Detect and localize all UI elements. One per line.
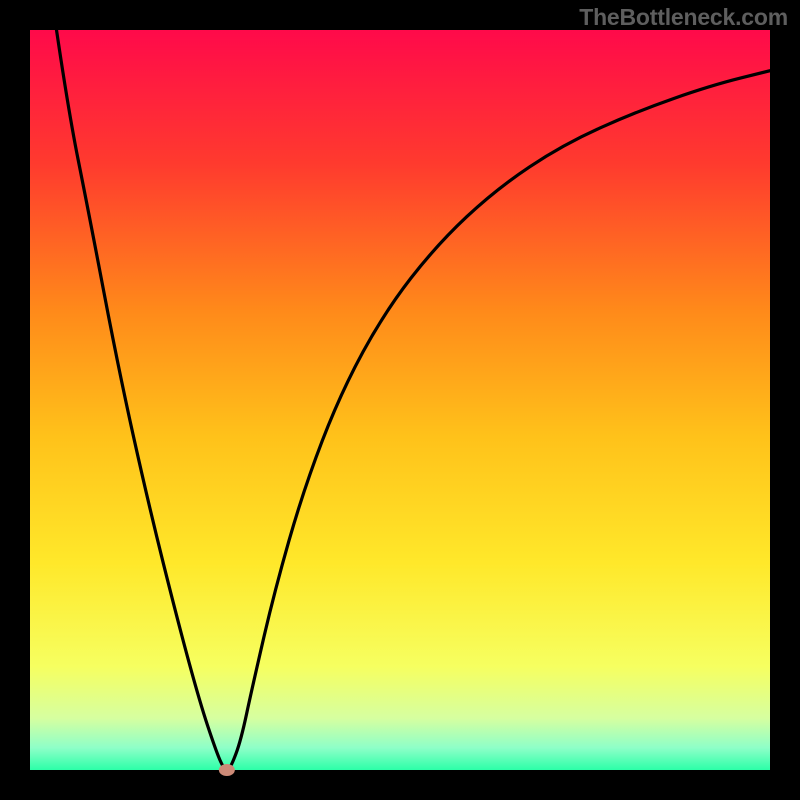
- bottleneck-curve-chart: [0, 0, 800, 800]
- chart-background-gradient: [30, 30, 770, 770]
- optimal-point-marker: [219, 764, 235, 776]
- attribution-text: TheBottleneck.com: [579, 4, 788, 31]
- chart-canvas: TheBottleneck.com: [0, 0, 800, 800]
